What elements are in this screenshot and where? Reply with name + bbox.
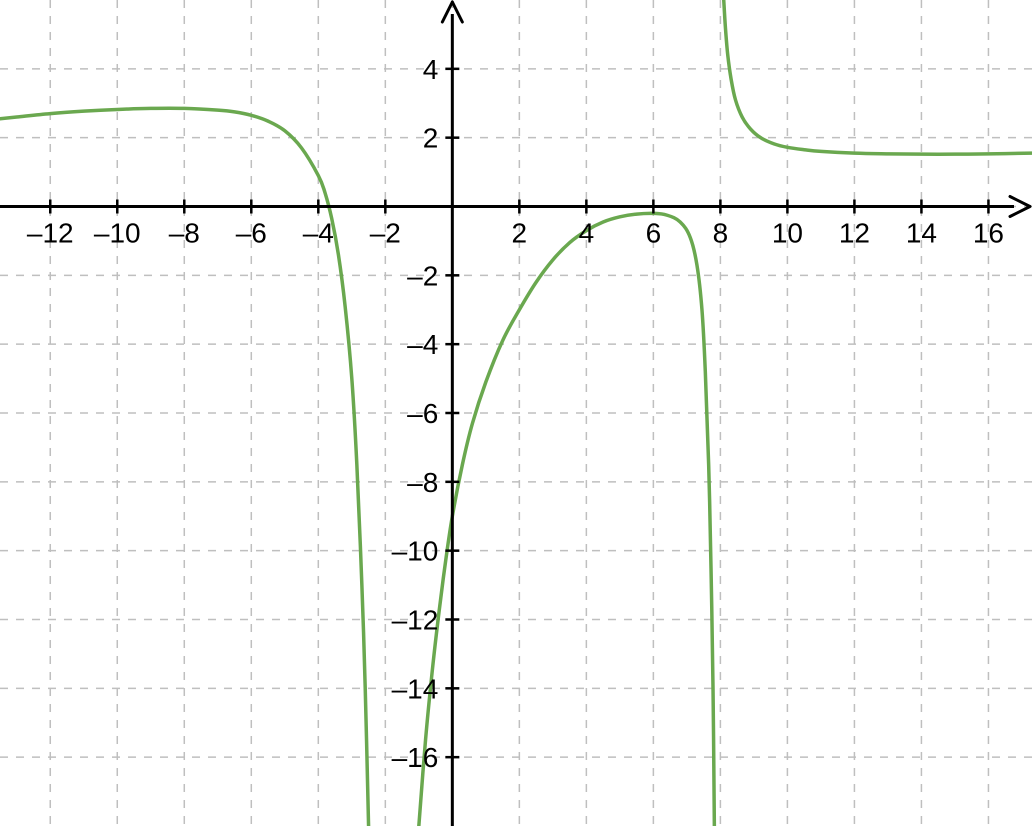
y-tick-label: 2 [423, 123, 439, 154]
chart-svg: –12–10–8–6–4–224681012141642–2–4–6–8–10–… [0, 0, 1032, 826]
y-tick-label: –8 [407, 467, 438, 498]
x-tick-label: 10 [772, 218, 803, 249]
y-tick-label: –4 [407, 329, 438, 360]
x-tick-label: –6 [236, 218, 267, 249]
function-plot: –12–10–8–6–4–224681012141642–2–4–6–8–10–… [0, 0, 1032, 826]
x-tick-label: 12 [839, 218, 870, 249]
x-tick-label: 14 [906, 218, 937, 249]
x-tick-label: –8 [169, 218, 200, 249]
y-tick-label: –6 [407, 398, 438, 429]
y-tick-label: –10 [392, 536, 439, 567]
x-tick-label: –2 [370, 218, 401, 249]
y-tick-label: –12 [392, 605, 439, 636]
x-tick-label: –12 [27, 218, 74, 249]
y-tick-label: –16 [392, 742, 439, 773]
x-tick-label: 4 [579, 218, 595, 249]
y-tick-label: –2 [407, 260, 438, 291]
y-tick-label: –14 [392, 673, 439, 704]
x-tick-label: –4 [303, 218, 334, 249]
y-tick-label: 4 [423, 54, 439, 85]
x-tick-label: 8 [713, 218, 729, 249]
x-tick-label: 6 [646, 218, 662, 249]
x-tick-label: –10 [94, 218, 141, 249]
x-tick-label: 2 [512, 218, 528, 249]
x-tick-label: 16 [973, 218, 1004, 249]
